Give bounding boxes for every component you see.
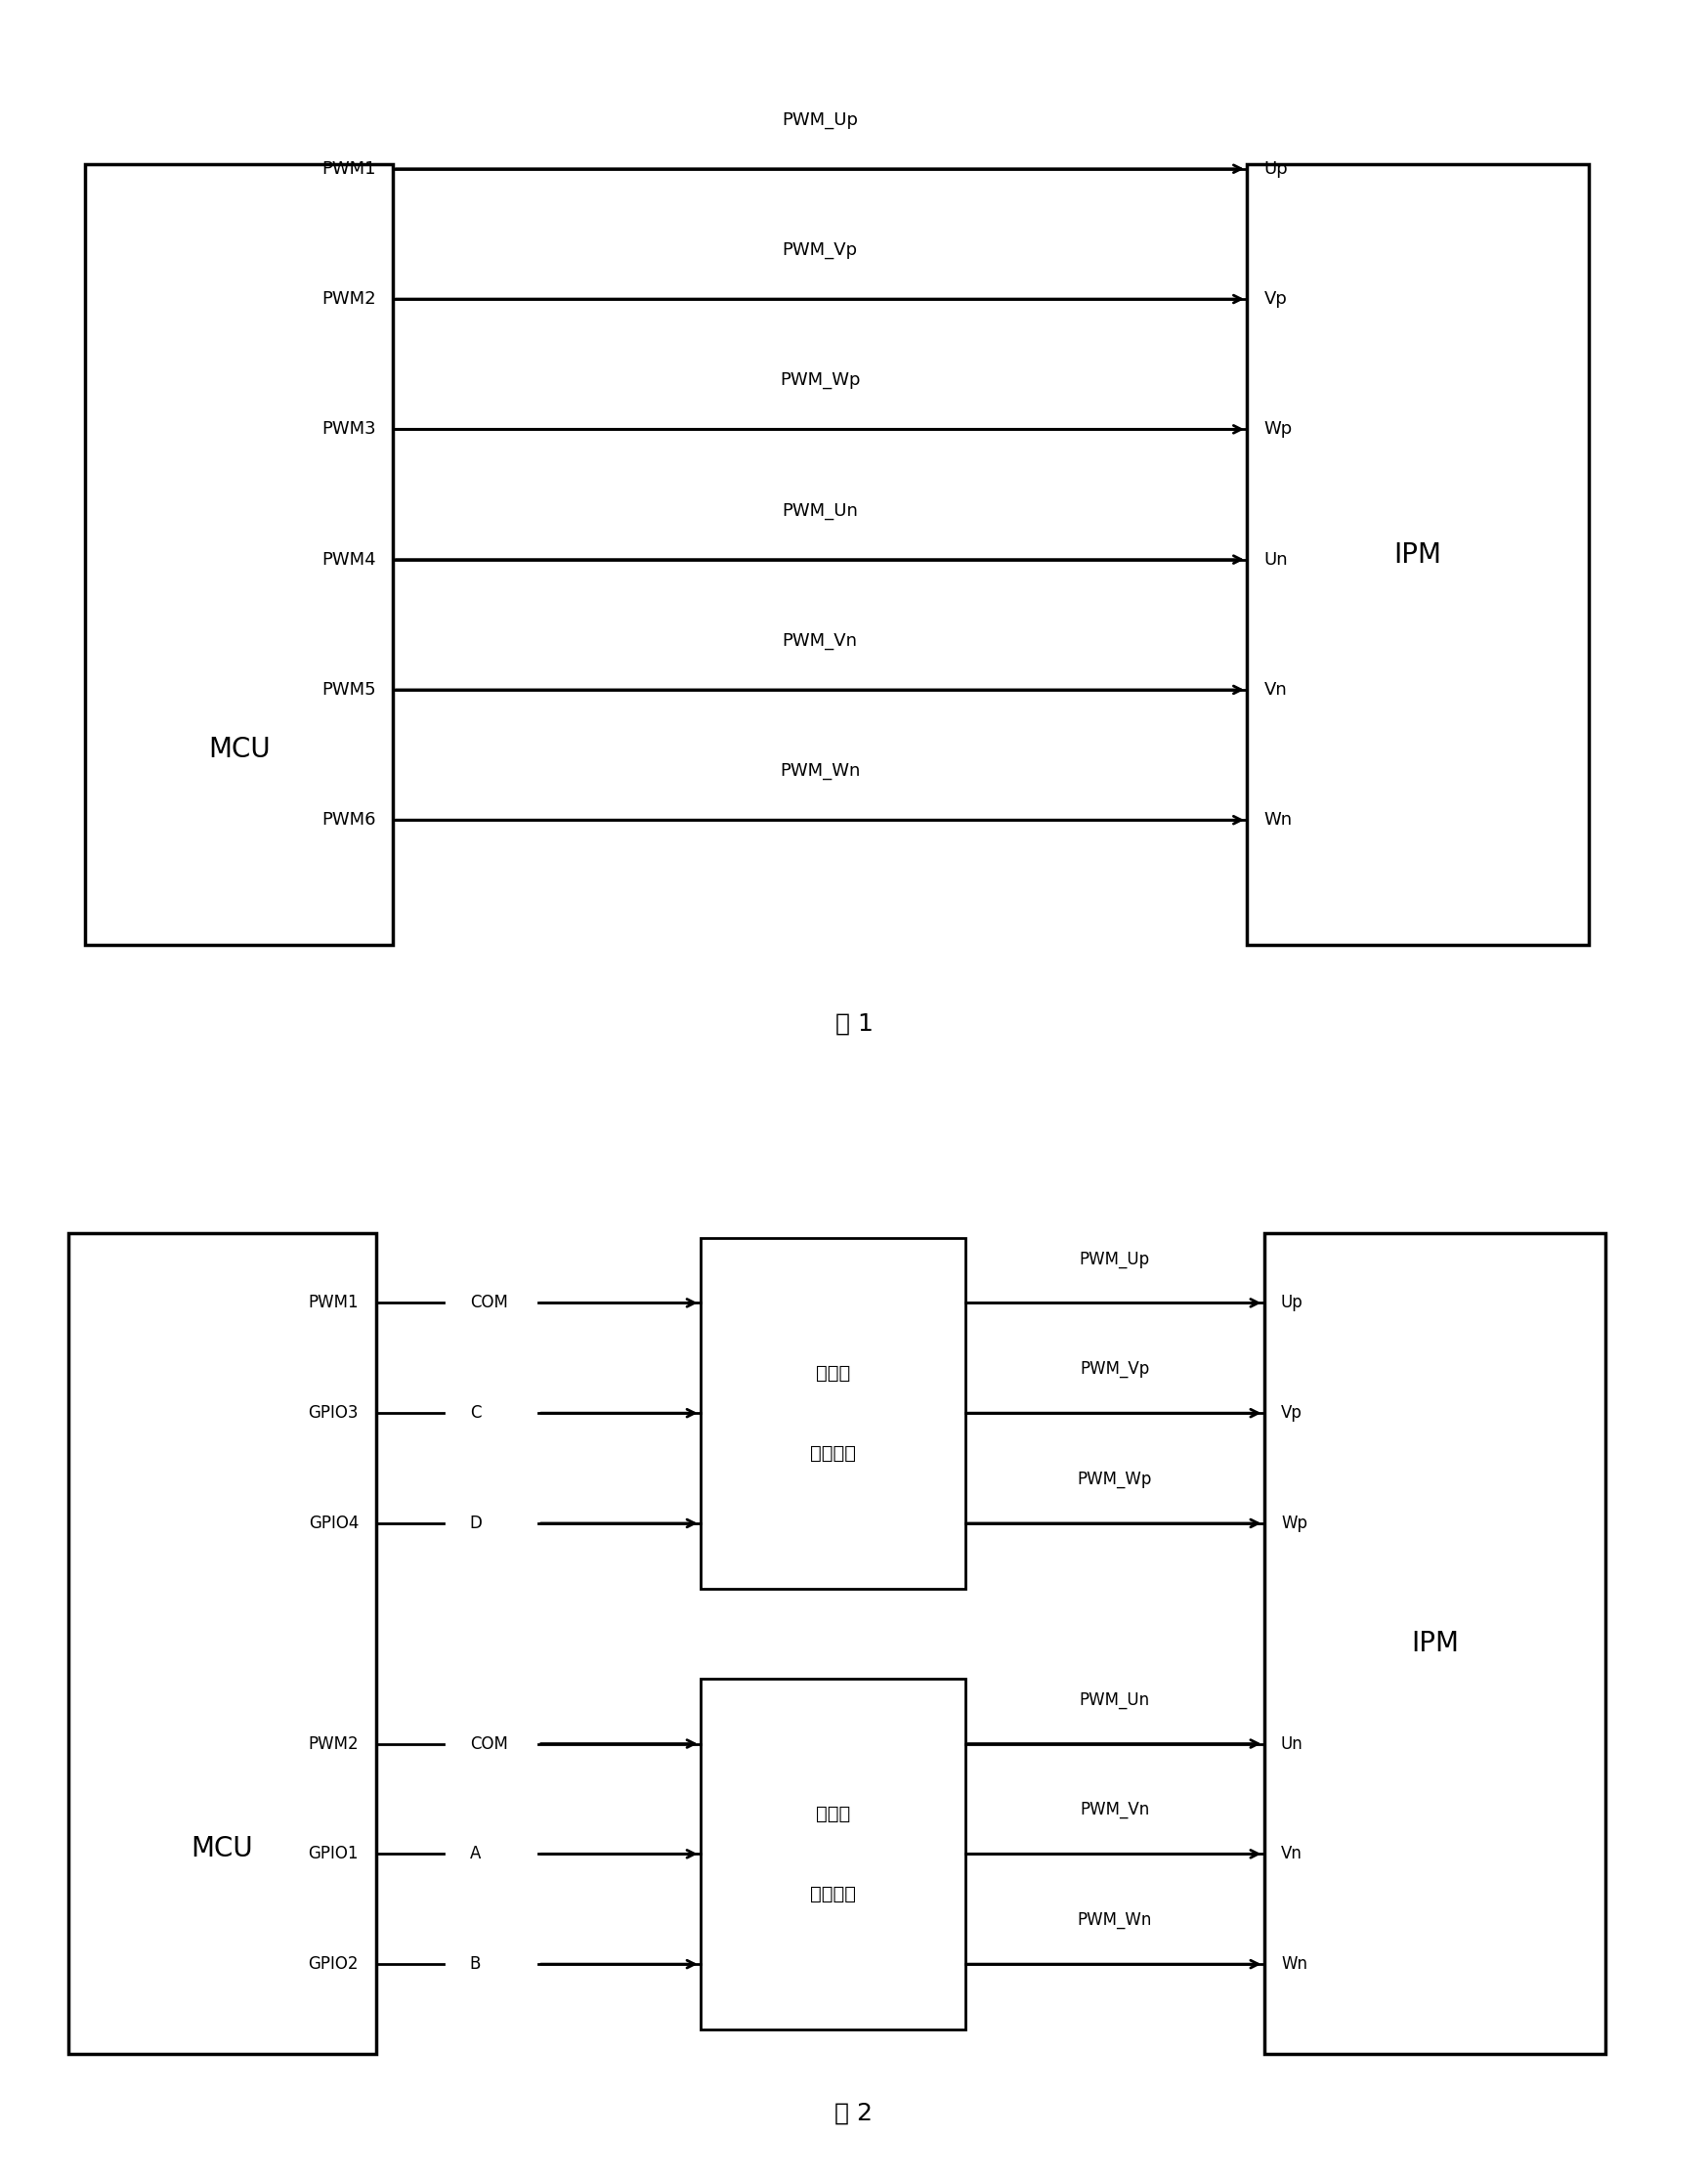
Text: PWM6: PWM6 (321, 810, 376, 830)
Text: PWM_Vp: PWM_Vp (1079, 1361, 1149, 1379)
Text: PWM_Up: PWM_Up (1079, 1250, 1149, 1268)
Text: 选择电路: 选择电路 (810, 1444, 856, 1461)
Text: D: D (470, 1514, 482, 1531)
Text: PWM2: PWM2 (321, 290, 376, 307)
Bar (1247, 163, 1588, 945)
Text: PWM3: PWM3 (321, 420, 376, 438)
Text: PWM_Wp: PWM_Wp (779, 372, 861, 390)
Text: Vp: Vp (1264, 290, 1288, 307)
Text: 多通道: 多通道 (815, 1806, 851, 1823)
Text: C: C (470, 1405, 482, 1422)
Text: COM: COM (470, 1294, 507, 1311)
Text: PWM1: PWM1 (321, 159, 376, 179)
Bar (68, 1233, 376, 2054)
Text: Wp: Wp (1264, 420, 1293, 438)
Bar (700, 1237, 965, 1588)
Text: PWM5: PWM5 (321, 682, 376, 699)
Text: PWM_Un: PWM_Un (782, 501, 857, 521)
Text: PWM1: PWM1 (307, 1294, 359, 1311)
Text: Up: Up (1281, 1294, 1303, 1311)
Text: GPIO2: GPIO2 (309, 1956, 359, 1973)
Text: PWM_Wn: PWM_Wn (1078, 1912, 1151, 1930)
Text: Wp: Wp (1281, 1514, 1307, 1531)
Text: 多通道: 多通道 (815, 1363, 851, 1383)
Text: Un: Un (1281, 1736, 1303, 1753)
Bar (85, 163, 393, 945)
Text: GPIO1: GPIO1 (309, 1845, 359, 1862)
Text: Vp: Vp (1281, 1405, 1303, 1422)
Bar (1264, 1233, 1606, 2054)
Text: COM: COM (470, 1736, 507, 1753)
Text: PWM4: PWM4 (321, 551, 376, 568)
Text: Un: Un (1264, 551, 1288, 568)
Text: PWM_Wp: PWM_Wp (1078, 1470, 1151, 1488)
Text: Vn: Vn (1281, 1845, 1303, 1862)
Text: 选择电路: 选择电路 (810, 1884, 856, 1904)
Text: 图 1: 图 1 (835, 1013, 873, 1035)
Text: PWM_Vp: PWM_Vp (782, 242, 857, 259)
Text: Up: Up (1264, 159, 1288, 179)
Text: PWM_Un: PWM_Un (1079, 1690, 1149, 1708)
Text: PWM_Vn: PWM_Vn (782, 632, 857, 649)
Text: MCU: MCU (191, 1836, 253, 1862)
Text: Wn: Wn (1281, 1956, 1307, 1973)
Text: IPM: IPM (1394, 540, 1442, 568)
Text: GPIO3: GPIO3 (309, 1405, 359, 1422)
Text: B: B (470, 1956, 482, 1973)
Text: PWM_Vn: PWM_Vn (1079, 1801, 1149, 1819)
Text: PWM2: PWM2 (307, 1736, 359, 1753)
Text: PWM_Up: PWM_Up (782, 111, 857, 129)
Text: IPM: IPM (1411, 1629, 1459, 1657)
Text: Wn: Wn (1264, 810, 1293, 830)
Text: MCU: MCU (208, 736, 270, 764)
Bar (700, 1679, 965, 2030)
Text: Vn: Vn (1264, 682, 1288, 699)
Text: 图 2: 图 2 (835, 2102, 873, 2124)
Text: PWM_Wn: PWM_Wn (779, 762, 861, 780)
Text: GPIO4: GPIO4 (309, 1514, 359, 1531)
Text: A: A (470, 1845, 482, 1862)
